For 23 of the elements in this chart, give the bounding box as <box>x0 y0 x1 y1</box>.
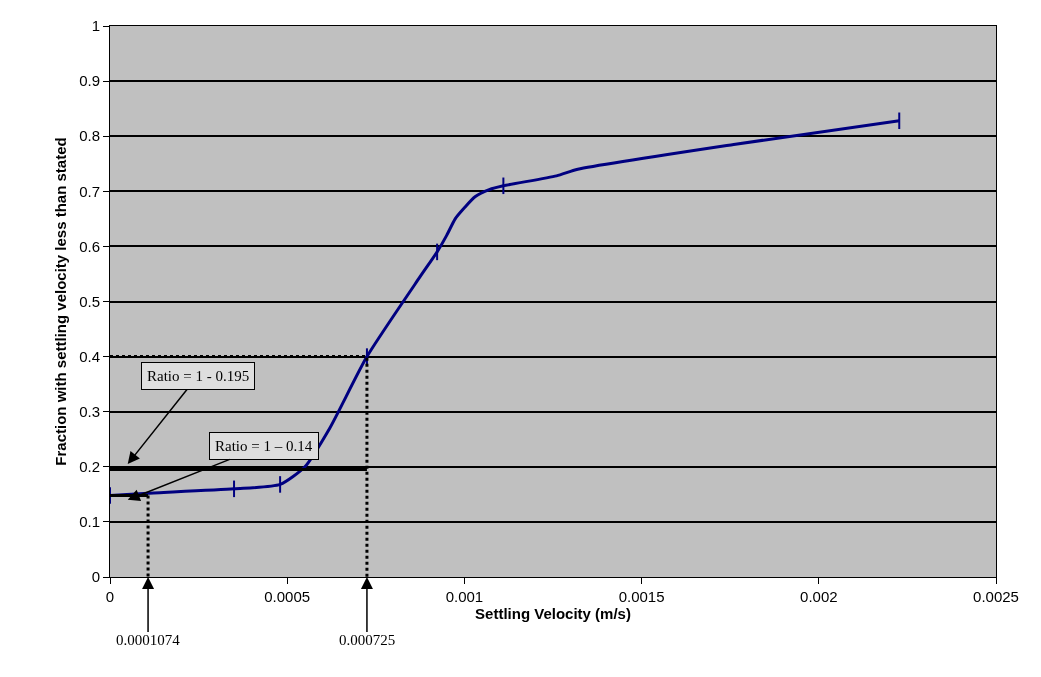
y-tick-label: 0.1 <box>79 513 100 531</box>
y-tick-label: 0.5 <box>79 292 100 310</box>
x-tick-label: 0.002 <box>800 588 838 605</box>
x-tick-label: 0.0025 <box>973 588 1019 605</box>
x-tick-label: 0.0005 <box>264 588 311 605</box>
y-tick-label: 0.9 <box>79 72 100 90</box>
y-tick-label: 0.3 <box>79 402 100 420</box>
y-tick-label: 0.6 <box>79 237 100 255</box>
x-tick-label: 0.001 <box>445 588 484 605</box>
y-tick-label: 0.4 <box>79 347 100 365</box>
annotation: Ratio = 1 – 0.14 <box>215 438 313 454</box>
y-tick-label: 1 <box>91 17 100 35</box>
y-tick-label: 0.8 <box>79 127 100 145</box>
x-tick-label: 0.0015 <box>618 588 665 605</box>
y-tick-label: 0.2 <box>79 458 100 476</box>
y-tick-label: 0 <box>91 568 100 586</box>
x-tick-label: 0 <box>105 588 115 605</box>
y-tick-label: 0.7 <box>79 182 100 200</box>
x-axis-title: Settling Velocity (m/s) <box>475 605 631 622</box>
annotation: 0.0001074 <box>116 632 181 648</box>
y-axis-title: Fraction with settling velocity less than stated <box>52 137 70 466</box>
annotation: Ratio = 1 - 0.195 <box>147 368 250 384</box>
annotation: 0.000725 <box>339 632 396 648</box>
